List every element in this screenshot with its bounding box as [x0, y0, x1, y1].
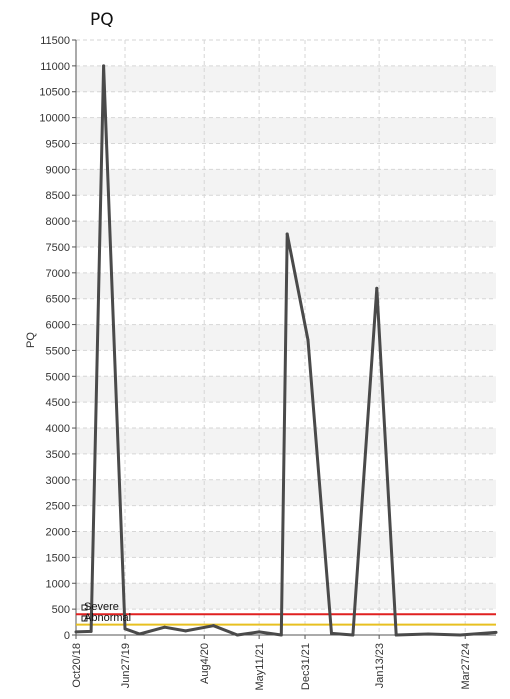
x-tick-label: Jun27/19 [120, 643, 132, 688]
y-tick-label: 2000 [46, 527, 70, 539]
y-tick-label: 5000 [46, 371, 70, 383]
legend-label-abnormal: Abnormal [84, 612, 131, 624]
y-tick-label: 9000 [46, 164, 70, 176]
y-tick-label: 0 [64, 630, 70, 642]
x-tick-label: May11/21 [254, 643, 266, 691]
y-axis-label: PQ [25, 332, 37, 348]
y-tick-label: 6500 [46, 294, 70, 306]
y-tick-label: 8500 [46, 190, 70, 202]
y-tick-label: 3500 [46, 449, 70, 461]
data-point [458, 633, 462, 637]
legend-label-severe: Severe [84, 601, 119, 613]
x-tick-label: Mar27/24 [460, 643, 472, 689]
background-band [76, 169, 496, 196]
x-tick-label: Dec31/21 [300, 643, 312, 690]
data-point [138, 632, 142, 636]
data-point [329, 631, 333, 635]
data-point [211, 624, 215, 628]
data-point [494, 630, 498, 634]
y-tick-label: 7500 [46, 242, 70, 254]
y-tick-label: 7000 [46, 268, 70, 280]
data-point [184, 629, 188, 633]
x-tick-labels: Oct20/18 Jun27/19 Aug4/20 May11/21 Dec31/21 J… [71, 643, 472, 691]
series-line [75, 64, 497, 637]
data-point [163, 625, 167, 629]
data-point [102, 64, 106, 68]
series-layer [74, 64, 498, 637]
y-tick-label: 9500 [46, 138, 70, 150]
data-point [351, 633, 355, 637]
x-tick-label: Jan13/23 [374, 643, 386, 688]
data-point [89, 629, 93, 633]
y-tick-label: 1000 [46, 578, 70, 590]
data-point [279, 633, 283, 637]
background-band [76, 531, 496, 558]
y-tick-label: 1500 [46, 552, 70, 564]
background-band [76, 117, 496, 144]
data-point [235, 633, 239, 637]
y-tick-label: 4000 [46, 423, 70, 435]
data-point [306, 338, 310, 342]
data-point [74, 630, 78, 634]
data-point [394, 633, 398, 637]
chart-title: PQ [90, 10, 114, 30]
background-band [76, 65, 496, 92]
y-tick-label: 2500 [46, 501, 70, 513]
reference-lines [76, 613, 496, 626]
y-tick-label: 8000 [46, 216, 70, 228]
y-tick-label: 4500 [46, 397, 70, 409]
x-tick-label: Oct20/18 [71, 643, 83, 688]
y-tick-label: 5500 [46, 345, 70, 357]
x-tick-label: Aug4/20 [199, 643, 211, 684]
background-band [76, 428, 496, 454]
y-tick-label: 3000 [46, 475, 70, 487]
data-point [426, 632, 430, 636]
data-point [257, 630, 261, 634]
y-tick-labels: 0 500 1000 1500 2000 2500 3000 3500 4000 4500 5000… [39, 35, 70, 642]
y-tick-label: 500 [52, 604, 70, 616]
y-tick-label: 11500 [40, 35, 70, 47]
legend-swatch [81, 604, 88, 611]
grid-lines [75, 39, 496, 636]
y-tick-label: 11000 [40, 61, 70, 73]
legend-swatch [81, 615, 88, 622]
data-point [375, 286, 379, 290]
y-tick-label: 10000 [39, 113, 70, 125]
y-tick-label: 6000 [46, 320, 70, 332]
data-point [123, 627, 127, 631]
background-band [76, 583, 496, 610]
y-tick-label: 10500 [39, 87, 70, 99]
data-point [285, 232, 289, 236]
background-band [76, 479, 496, 506]
